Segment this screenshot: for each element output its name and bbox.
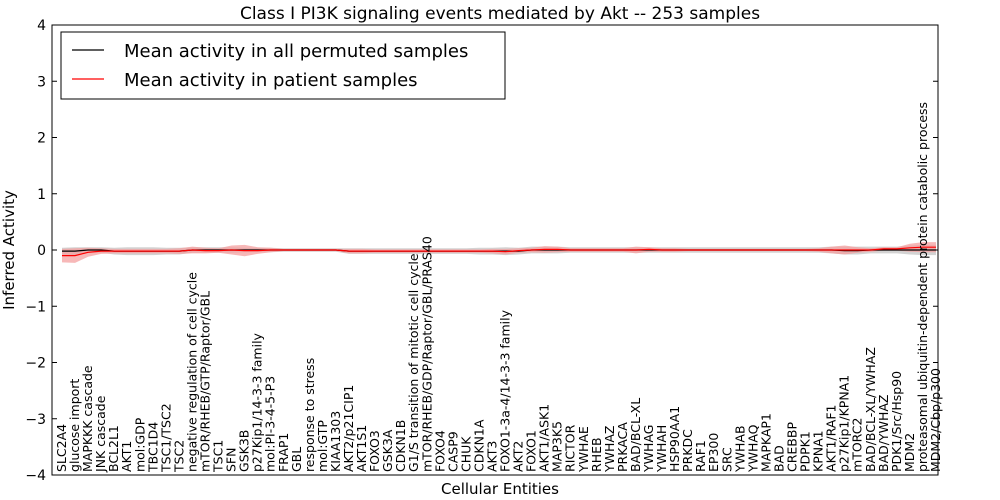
x-tick-label: mTORC2 <box>850 418 865 472</box>
x-tick-label: HSP90AA1 <box>667 406 682 472</box>
x-tick-label: GSK3A <box>380 429 395 472</box>
x-tick-label: GSK3B <box>237 430 252 472</box>
x-tick-label: PDPK1 <box>798 431 813 472</box>
band-series-1 <box>62 242 936 263</box>
x-tick-label: BAD/BCL-XL/YWHAZ <box>863 347 878 472</box>
x-tick-label: YWHAB <box>732 425 747 473</box>
x-tick-label: BAD/BCL-XL <box>628 398 643 472</box>
y-tick-label: −4 <box>25 468 46 484</box>
x-tick-label: FOXO1-3a-4/14-3-3 family <box>498 309 513 472</box>
y-tick-label: 3 <box>37 74 46 90</box>
y-tick-label: −1 <box>25 299 46 315</box>
x-tick-label: RICTOR <box>563 424 578 472</box>
x-tick-label: AKT3 <box>485 441 500 472</box>
x-tick-label: G1/S transition of mitotic cell cycle <box>406 253 421 472</box>
x-tick-label: TSC1/TSC2 <box>158 403 173 473</box>
x-axis-label: Cellular Entities <box>441 480 559 498</box>
x-tick-label: glucose import <box>67 379 82 472</box>
x-tick-label: KIAA1303 <box>328 411 343 472</box>
x-tick-label: JNK cascade <box>93 395 108 473</box>
x-tick-label: MAPKKK cascade <box>80 365 95 472</box>
x-tick-label: SLC2A4 <box>54 424 69 472</box>
x-tick-label: CDKN1B <box>393 420 408 472</box>
x-tick-label: PRKACA <box>615 422 630 472</box>
y-tick-label: 2 <box>37 131 46 147</box>
y-axis-label: Inferred Activity <box>0 190 18 310</box>
x-tick-label: AKT2 <box>511 441 526 472</box>
y-tick-label: 0 <box>37 243 46 259</box>
x-tick-label: RAF1 <box>693 440 708 472</box>
y-tick-label: 1 <box>37 187 46 203</box>
x-tick-label: MDM2 <box>902 433 917 472</box>
x-tick-label: MAP3K5 <box>550 421 565 472</box>
x-tick-label: GBL <box>289 447 304 472</box>
x-tick-label: SFN <box>224 448 239 472</box>
x-tick-label: BAD/YWHAZ <box>876 394 891 471</box>
x-tick-label: TSC1 <box>211 440 226 473</box>
x-tick-label: response to stress <box>302 358 317 472</box>
x-tick-label: FOXO4 <box>432 430 447 472</box>
legend: Mean activity in all permuted samples Me… <box>60 31 506 100</box>
x-tick-label: RHEB <box>589 437 604 472</box>
bands <box>62 242 936 263</box>
x-tick-label: YWHAE <box>576 426 591 473</box>
x-tick-label: FOXO3 <box>367 430 382 472</box>
x-tick-label: YWHAH <box>654 425 669 473</box>
x-tick-label: FRAP1 <box>276 433 291 472</box>
x-tick-label: SRC <box>719 447 734 472</box>
x-tick-label: BCL2L1 <box>106 425 121 472</box>
x-tick-label: MDM2/Cbp/p300 <box>928 368 943 472</box>
legend-frame <box>60 31 506 100</box>
x-tick-label: PRKDC <box>680 429 695 472</box>
legend-label-patient: Mean activity in patient samples <box>124 70 418 91</box>
x-tick-label: mol:PI-3-4-5-P3 <box>263 376 278 472</box>
x-tick-label: CASP9 <box>445 431 460 472</box>
x-tick-label: AKT1/RAF1 <box>824 405 839 472</box>
x-tick-label: p27Kip1/14-3-3 family <box>250 332 265 472</box>
x-tick-label: p27Kip1/KPNA1 <box>837 375 852 472</box>
x-tick-label: AKT1/ASK1 <box>537 404 552 472</box>
y-tick-label: 4 <box>37 18 46 34</box>
chart-title: Class I PI3K signaling events mediated b… <box>240 4 760 24</box>
x-tick-label: YWHAG <box>641 425 656 473</box>
y-tick-label: −3 <box>25 412 46 428</box>
x-tick-label: YWHAZ <box>602 426 617 474</box>
x-tick-label: AKT1 <box>119 441 134 472</box>
x-tick-label: MAPKAP1 <box>758 413 773 472</box>
x-tick-label: FOXO1 <box>524 430 539 472</box>
x-tick-label: EP300 <box>706 433 721 472</box>
series-lines <box>62 246 936 257</box>
x-tick-label: mol:GTP <box>315 420 330 472</box>
x-tick-label: CDKN1A <box>471 419 486 472</box>
x-tick-label: YWHAQ <box>745 424 760 473</box>
x-tick-label: negative regulation of cell cycle <box>184 272 199 472</box>
legend-label-permuted: Mean activity in all permuted samples <box>124 41 468 62</box>
y-axis-ticks: 4 3 2 1 0 −1 −2 −3 −4 <box>25 18 938 484</box>
x-tick-label: CHUK <box>458 436 473 472</box>
x-tick-label: proteasomal ubiquitin-dependent protein … <box>915 102 930 472</box>
y-tick-label: −2 <box>25 356 46 372</box>
x-tick-label: TBC1D4 <box>145 422 160 473</box>
x-tick-label: mTOR/RHEB/GTP/Raptor/GBL <box>198 291 213 472</box>
x-tick-label: mol:GDP <box>132 417 147 472</box>
x-tick-label: BAD <box>772 445 787 472</box>
x-tick-label: CREBBP <box>785 422 800 472</box>
x-tick-label: TSC2 <box>171 440 186 473</box>
x-tick-label: KPNA1 <box>811 430 826 472</box>
x-tick-label: PDK1/Src/Hsp90 <box>889 371 904 472</box>
x-tick-label: AKT2/p21CIP1 <box>341 385 356 472</box>
line-series-1 <box>62 246 936 257</box>
x-tick-label: mTOR/RHEB/GDP/Raptor/GBL/PRAS40 <box>419 236 434 472</box>
x-tick-label: AKT1S1 <box>354 425 369 472</box>
